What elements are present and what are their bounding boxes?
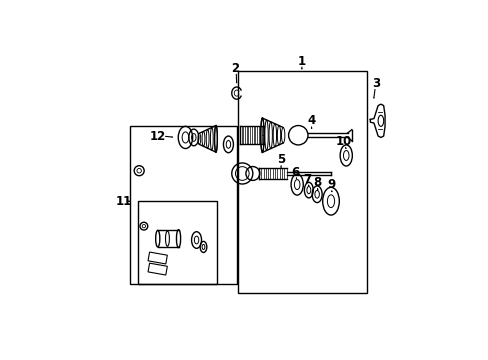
- Text: 6: 6: [290, 166, 299, 179]
- Text: 9: 9: [327, 178, 335, 191]
- Text: 4: 4: [307, 114, 315, 127]
- Bar: [238, 71, 366, 293]
- Text: 2: 2: [231, 62, 239, 75]
- Text: 10: 10: [335, 135, 352, 148]
- Text: 12: 12: [149, 130, 165, 143]
- Text: 8: 8: [312, 176, 321, 189]
- Bar: [148, 263, 167, 275]
- Text: 11: 11: [115, 195, 131, 208]
- Bar: [148, 252, 167, 264]
- Text: 5: 5: [276, 153, 285, 166]
- Bar: [138, 201, 217, 284]
- Text: 3: 3: [371, 77, 379, 90]
- Bar: [130, 126, 236, 284]
- Text: 1: 1: [297, 55, 305, 68]
- Text: 7: 7: [303, 172, 311, 185]
